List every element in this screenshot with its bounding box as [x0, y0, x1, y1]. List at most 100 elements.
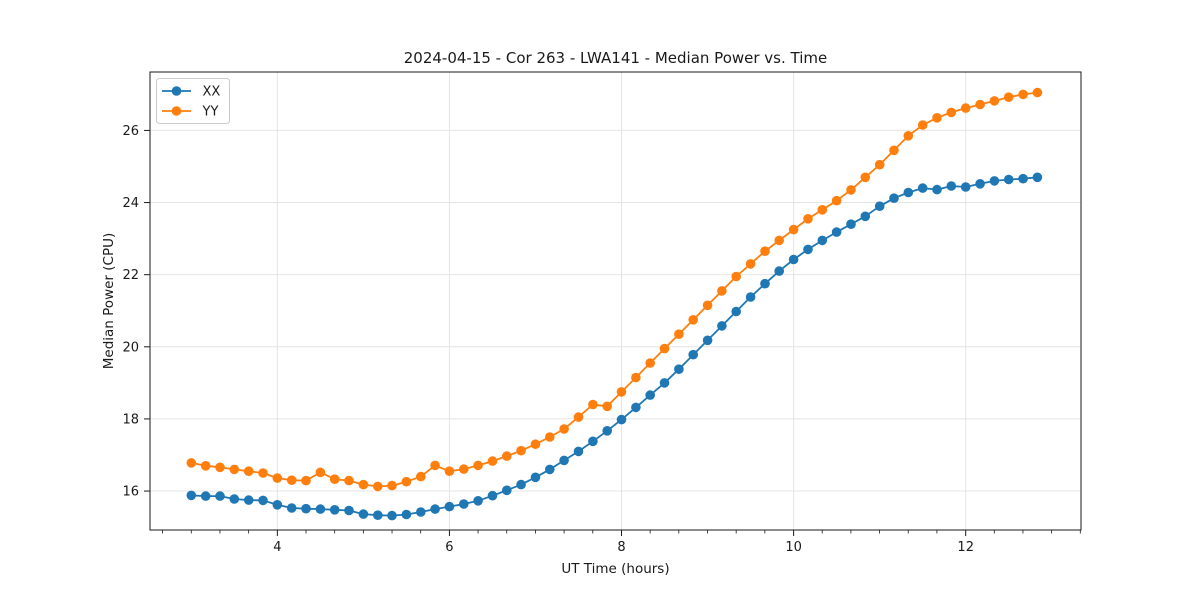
data-point-YY [301, 475, 311, 486]
data-point-YY [903, 131, 914, 141]
data-point-XX [917, 183, 928, 193]
data-point-YY [186, 458, 197, 468]
data-point-XX [200, 491, 211, 501]
data-point-YY [731, 271, 741, 282]
data-point-XX [932, 184, 942, 195]
data-point-YY [344, 475, 354, 486]
data-point-YY [702, 300, 713, 311]
data-point-YY [573, 412, 584, 422]
data-point-YY [989, 96, 1000, 106]
data-point-XX [530, 472, 541, 483]
data-point-XX [903, 187, 914, 198]
legend-marker-YY [171, 106, 182, 116]
data-point-XX [516, 479, 526, 490]
data-point-YY [874, 159, 885, 170]
data-point-YY [688, 315, 698, 325]
data-point-YY [416, 471, 426, 482]
data-point-YY [717, 286, 727, 296]
data-point-YY [243, 466, 254, 477]
x-tick-label: 8 [617, 540, 625, 555]
x-tick-label: 12 [957, 540, 974, 555]
data-point-XX [846, 219, 856, 229]
data-point-YY [602, 401, 612, 412]
data-point-YY [588, 399, 598, 410]
data-point-YY [459, 464, 469, 474]
data-point-XX [774, 266, 784, 276]
data-point-YY [659, 343, 670, 354]
data-point-YY [444, 466, 455, 477]
data-point-XX [286, 503, 297, 513]
data-point-XX [874, 201, 885, 211]
data-point-XX [186, 490, 197, 501]
y-tick-label: 24 [122, 196, 139, 211]
legend-marker-XX [171, 86, 182, 96]
data-point-YY [516, 445, 526, 456]
data-point-XX [401, 509, 412, 520]
data-point-XX [688, 349, 698, 360]
data-point-XX [487, 490, 498, 501]
data-point-XX [989, 176, 1000, 186]
legend-label-YY: YY [202, 105, 219, 120]
data-point-YY [487, 456, 498, 466]
data-point-XX [760, 278, 770, 289]
data-point-XX [602, 426, 612, 436]
data-point-YY [502, 451, 512, 461]
data-point-XX [702, 335, 713, 346]
data-point-YY [645, 358, 655, 368]
data-point-YY [975, 99, 985, 110]
data-point-XX [831, 227, 842, 237]
data-point-XX [272, 500, 283, 510]
y-tick-label: 20 [122, 340, 139, 355]
data-point-YY [387, 480, 397, 491]
data-point-YY [200, 461, 211, 471]
data-point-XX [745, 292, 756, 302]
data-point-XX [329, 505, 340, 515]
data-point-YY [631, 372, 641, 383]
data-point-XX [975, 179, 985, 189]
x-axis-label: UT Time (hours) [561, 561, 670, 577]
data-point-XX [788, 254, 799, 265]
data-point-XX [315, 504, 326, 514]
data-point-XX [229, 494, 240, 504]
data-point-YY [229, 464, 240, 475]
data-point-XX [817, 235, 828, 246]
data-point-XX [674, 364, 684, 375]
data-point-YY [803, 214, 813, 224]
series-line-YY [191, 91, 1038, 488]
y-tick-label: 18 [122, 412, 139, 427]
data-point-YY [774, 235, 784, 246]
data-point-YY [616, 387, 627, 397]
data-point-XX [444, 501, 455, 512]
data-point-XX [387, 510, 397, 521]
chart-title: 2024-04-15 - Cor 263 - LWA141 - Median P… [403, 49, 828, 67]
data-point-YY [215, 462, 225, 473]
data-point-XX [215, 491, 225, 501]
data-point-YY [760, 246, 770, 256]
data-point-YY [917, 120, 928, 130]
data-point-YY [530, 439, 541, 450]
data-point-XX [803, 244, 813, 255]
data-point-XX [960, 182, 971, 192]
data-point-XX [373, 510, 383, 520]
data-point-YY [272, 473, 283, 483]
data-point-XX [243, 495, 254, 505]
data-point-YY [674, 329, 684, 340]
data-point-XX [559, 455, 569, 466]
x-tick-label: 10 [785, 540, 802, 555]
data-point-YY [1018, 89, 1028, 100]
y-tick-label: 16 [122, 485, 139, 500]
data-point-XX [301, 503, 311, 514]
data-point-YY [358, 479, 369, 490]
data-point-YY [559, 424, 569, 434]
data-point-YY [960, 103, 971, 113]
data-point-XX [1003, 174, 1014, 185]
data-point-YY [315, 467, 326, 478]
data-point-YY [1003, 92, 1014, 102]
data-point-XX [1032, 172, 1043, 183]
data-point-XX [631, 402, 641, 413]
data-point-YY [889, 145, 899, 156]
data-point-XX [731, 306, 741, 317]
legend-label-XX: XX [203, 85, 221, 100]
